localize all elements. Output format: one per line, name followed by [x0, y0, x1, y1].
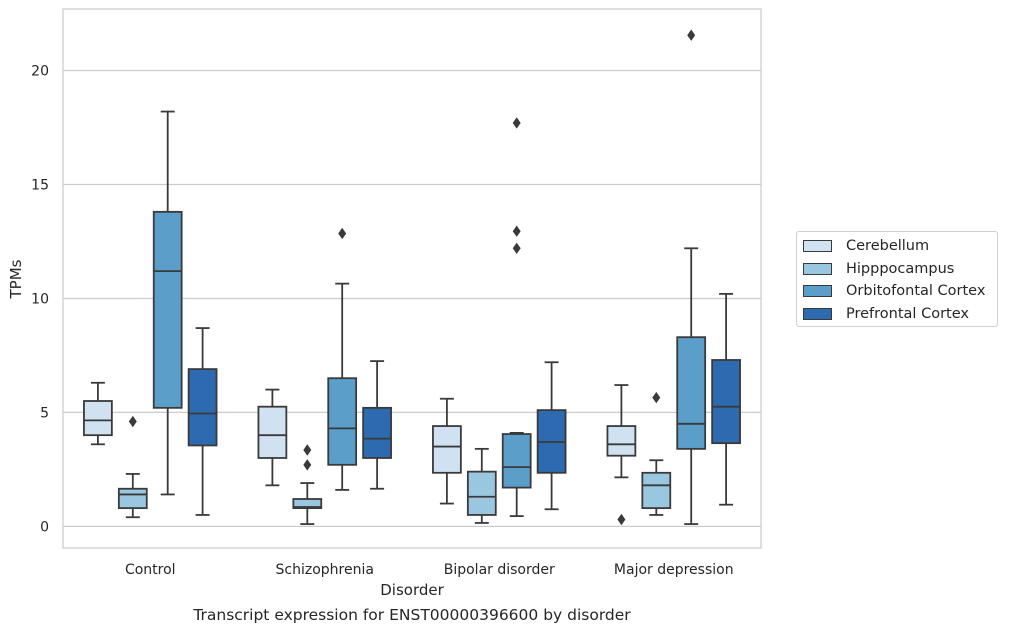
x-tick-label: Control	[125, 562, 176, 578]
iqr-box	[257, 405, 288, 459]
y-tick-label: 20	[31, 64, 49, 80]
outlier-point	[512, 117, 521, 129]
box-2-0	[152, 110, 183, 496]
iqr-box	[466, 470, 497, 516]
y-axis-title: TPMs	[7, 259, 25, 299]
iqr-box	[152, 210, 183, 409]
x-tick-label: Major depression	[614, 562, 734, 578]
box-2-1	[327, 227, 358, 491]
box-0-3	[606, 384, 637, 526]
outlier-point	[687, 29, 696, 41]
legend-label: Hipppocampus	[846, 260, 955, 277]
outlier-point	[512, 242, 521, 254]
iqr-box	[676, 336, 707, 450]
box-1-1	[292, 444, 323, 525]
outlier-point	[303, 459, 312, 471]
box-3-3	[711, 292, 741, 506]
iqr-box	[641, 471, 672, 510]
legend-item: Prefrontal Cortex	[803, 303, 997, 326]
legend-item: Cerebellum	[803, 235, 997, 258]
iqr-box	[432, 425, 462, 474]
outlier-point	[338, 227, 347, 240]
box-0-2	[432, 397, 462, 505]
box-1-3	[641, 391, 672, 516]
iqr-box	[606, 425, 637, 457]
iqr-box	[501, 433, 532, 489]
outlier-point	[128, 415, 137, 428]
boxes	[83, 29, 741, 526]
legend-label: Cerebellum	[846, 238, 930, 255]
iqr-box	[187, 368, 218, 447]
x-axis-title: Disorder	[380, 581, 444, 599]
x-tick-label: Schizophrenia	[276, 562, 374, 578]
y-tick-label: 0	[40, 519, 49, 535]
iqr-box	[362, 406, 392, 459]
iqr-box	[83, 400, 113, 437]
legend-swatch	[803, 240, 832, 253]
x-tick-label: Bipolar disorder	[444, 562, 555, 578]
box-1-2	[466, 447, 497, 524]
legend: Cerebellum Hipppocampus Orbitofontal Corte…	[796, 231, 998, 327]
legend-swatch	[803, 285, 832, 298]
legend-label: Orbitofontal Cortex	[846, 283, 986, 300]
iqr-box	[327, 377, 358, 466]
box-2-2	[501, 117, 532, 517]
y-tick-label: 10	[31, 291, 49, 307]
y-tick-label: 15	[31, 177, 49, 193]
legend-label: Prefrontal Cortex	[846, 305, 969, 322]
box-3-0	[187, 327, 218, 516]
iqr-box	[292, 498, 323, 510]
outlier-point	[303, 444, 312, 456]
box-2-3	[676, 29, 707, 525]
legend-item: Orbitofontal Cortex	[803, 280, 997, 303]
legend-swatch	[803, 307, 832, 320]
iqr-box	[117, 487, 148, 510]
box-0-1	[257, 388, 288, 487]
chart-caption: Transcript expression for ENST0000039660…	[193, 606, 631, 624]
outlier-point	[617, 513, 626, 526]
legend-item: Hipppocampus	[803, 258, 997, 281]
tick-labels: 0 5 10 15 20 Control Schizophrenia Bipolar diso…	[31, 64, 733, 578]
box-1-0	[117, 415, 148, 519]
outlier-point	[512, 225, 521, 237]
outlier-point	[652, 391, 661, 404]
box-3-2	[536, 361, 567, 511]
box-0-0	[83, 381, 113, 446]
iqr-box	[711, 359, 741, 445]
legend-swatch	[803, 262, 832, 275]
y-tick-label: 5	[40, 405, 49, 421]
box-3-1	[362, 360, 392, 490]
plot-frame	[62, 8, 762, 549]
